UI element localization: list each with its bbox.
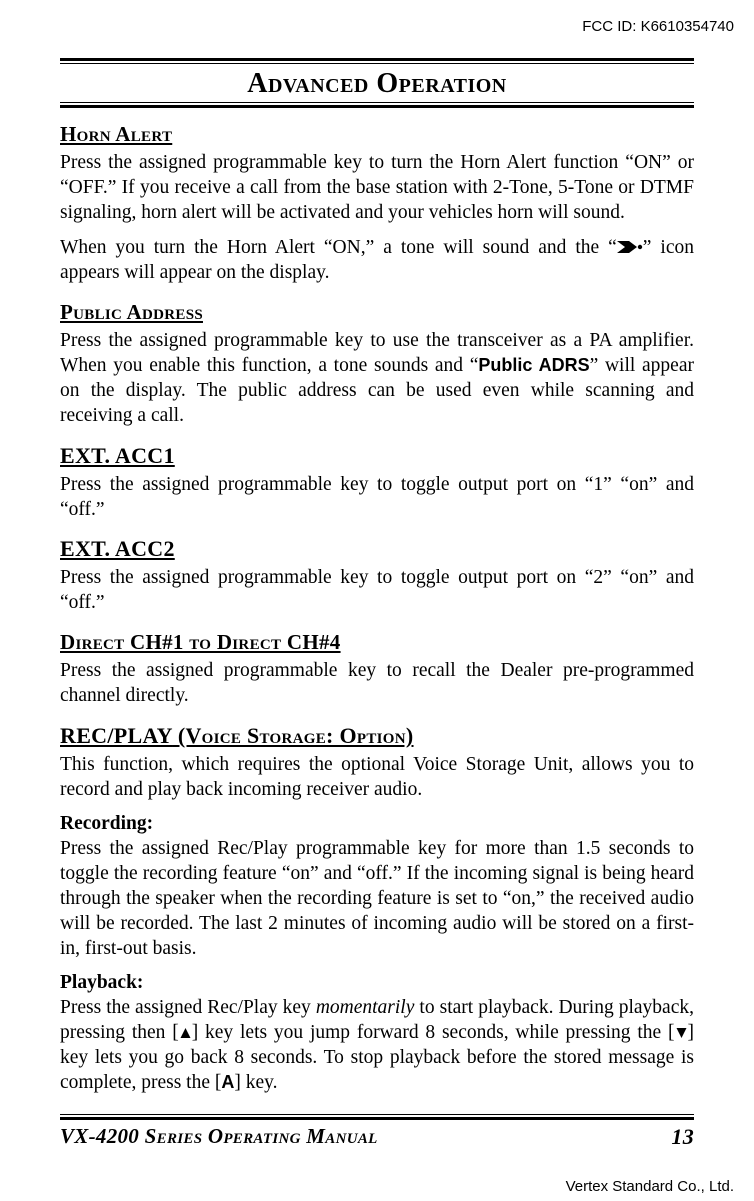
horn-alert-p1: Press the assigned programmable key to t… [60,151,694,226]
rec-play-p1: This function, which requires the option… [60,753,694,803]
horn-alert-p2a: When you turn the Horn Alert “ON,” a ton… [60,237,617,258]
section-title-direct-ch: Direct CH#1 to Direct CH#4 [60,630,694,655]
down-triangle-icon [675,1027,688,1039]
ext-acc2-p1: Press the assigned programmable key to t… [60,566,694,616]
up-triangle-icon [179,1027,192,1039]
public-adrs-code: Public ADRS [478,355,589,375]
pb-a: Press the assigned Rec/Play key [60,997,316,1018]
recording-body: Press the assigned Rec/Play programmable… [60,837,694,962]
playback-subhead: Playback: [60,972,694,994]
fcc-id-label: FCC ID: K6610354740 [582,18,734,35]
footer-company: Vertex Standard Co., Ltd. [566,1178,734,1195]
top-rule-thin [60,63,694,64]
direct-ch-p1: Press the assigned programmable key to r… [60,659,694,709]
pb-c: ] key lets you jump forward 8 seconds, w… [192,1022,675,1043]
footer-rule-thin [60,1114,694,1115]
section-title-horn-alert: Horn Alert [60,122,694,147]
section-title-public-address: Public Address [60,300,694,325]
top-rule-thick [60,58,694,61]
section-title-rec-play: REC/PLAY (Voice Storage: Option) [60,723,694,749]
public-address-p1: Press the assigned programmable key to u… [60,329,694,429]
horn-alert-p2: When you turn the Horn Alert “ON,” a ton… [60,236,694,286]
pb-em: momentarily [316,997,415,1018]
ext-acc1-p1: Press the assigned programmable key to t… [60,473,694,523]
page-title: Advanced Operation [60,68,694,100]
footer-page-number: 13 [671,1124,694,1150]
rec-play-title-a: REC/PLAY [60,723,172,748]
footer-rule-thick [60,1117,694,1120]
horn-icon [617,239,643,255]
playback-body: Press the assigned Rec/Play key momentar… [60,996,694,1096]
pb-e: ] key. [234,1072,277,1093]
footer-manual-title: VX-4200 Series Operating Manual [60,1124,378,1150]
rec-play-title-b: (Voice Storage: Option) [172,723,414,748]
section-title-ext-acc1: EXT. ACC1 [60,443,694,469]
section-title-ext-acc2: EXT. ACC2 [60,536,694,562]
pb-key-a: A [221,1072,234,1092]
title-rule-thick [60,105,694,108]
title-rule-thin [60,102,694,103]
recording-subhead: Recording: [60,813,694,835]
